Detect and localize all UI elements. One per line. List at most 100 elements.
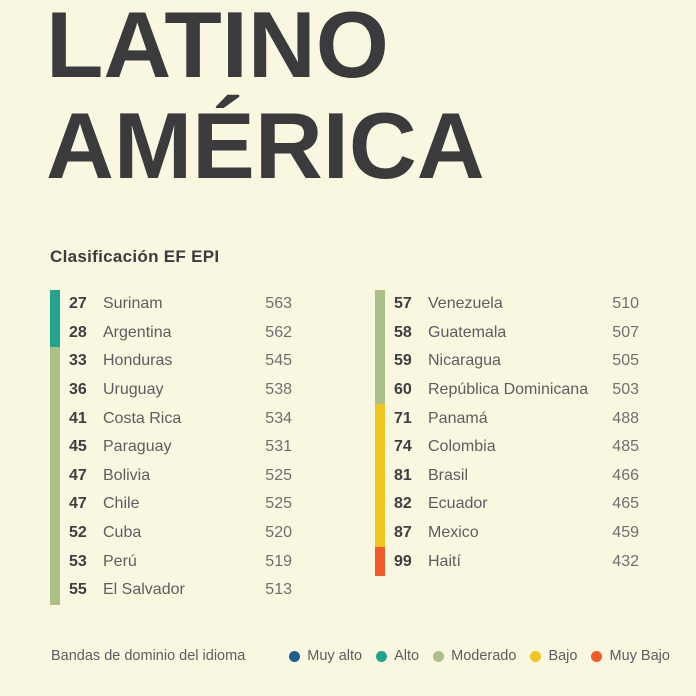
legend-item-label: Muy Bajo <box>609 648 670 664</box>
epi-score: 505 <box>612 352 639 370</box>
epi-score: 432 <box>612 552 639 570</box>
legend-item-muy-alto: Muy alto <box>289 648 362 664</box>
legend-item-label: Alto <box>394 648 420 664</box>
rank-number: 47 <box>69 495 87 513</box>
rank-number: 74 <box>394 438 412 456</box>
rank-number: 36 <box>69 381 87 399</box>
ranking-row: 57 Venezuela 510 <box>385 290 639 319</box>
epi-score: 503 <box>612 381 639 399</box>
epi-score: 531 <box>265 438 292 456</box>
country-name: Paraguay <box>103 438 172 456</box>
country-name: Bolivia <box>103 466 151 484</box>
band-segment-muy-bajo <box>375 547 385 576</box>
rank-number: 47 <box>69 466 87 484</box>
epi-score: 510 <box>612 295 639 313</box>
country-name: Nicaragua <box>428 352 501 370</box>
band-segment-alto <box>50 290 60 348</box>
country-name: Honduras <box>103 352 173 370</box>
legend-dot-icon <box>530 650 542 662</box>
epi-score: 465 <box>612 495 639 513</box>
rank-number: 81 <box>394 466 412 484</box>
ranking-row: 47 Chile 525 <box>60 490 292 519</box>
ranking-row: 53 Perú 519 <box>60 547 292 576</box>
epi-score: 488 <box>612 409 639 427</box>
epi-score: 538 <box>265 381 292 399</box>
epi-score: 459 <box>612 524 639 542</box>
ranking-row: 52 Cuba 520 <box>60 519 292 548</box>
ranking-row: 45 Paraguay 531 <box>60 433 292 462</box>
legend-item-alto: Alto <box>376 648 419 664</box>
country-name: Chile <box>103 495 140 513</box>
band-segment-bajo <box>375 404 385 548</box>
rank-number: 87 <box>394 524 412 542</box>
country-name: Costa Rica <box>103 409 182 427</box>
country-name: Perú <box>103 552 137 570</box>
country-name: Brasil <box>428 466 469 484</box>
page-title: LATINO AMÉRICA <box>46 0 485 196</box>
legend: Bandas de dominio del idioma Muy alto Alt… <box>51 648 670 664</box>
ranking-column-right: 57 Venezuela 510 58 Guatemala 507 59 Nicaragua 5… <box>375 290 639 576</box>
legend-item-label: Bajo <box>548 648 578 664</box>
ranking-row: 60 República Dominicana 503 <box>385 376 639 405</box>
ranking-row: 99 Haití 432 <box>385 547 639 576</box>
country-name: Panamá <box>428 409 488 427</box>
ranking-rows-right: 57 Venezuela 510 58 Guatemala 507 59 Nicaragua 5… <box>385 290 639 576</box>
proficiency-band-bar-right <box>375 290 385 576</box>
rank-number: 52 <box>69 524 87 542</box>
ranking-row: 33 Honduras 545 <box>60 347 292 376</box>
rank-number: 45 <box>69 438 87 456</box>
country-name: República Dominicana <box>428 381 589 399</box>
rank-number: 33 <box>69 352 87 370</box>
ranking-row: 55 El Salvador 513 <box>60 576 292 605</box>
country-name: Mexico <box>428 524 479 542</box>
epi-score: 563 <box>265 295 292 313</box>
epi-score: 525 <box>265 495 292 513</box>
legend-label: Bandas de dominio del idioma <box>51 648 246 664</box>
country-name: Colombia <box>428 438 496 456</box>
rank-number: 57 <box>394 295 412 313</box>
rank-number: 58 <box>394 323 412 341</box>
legend-item-bajo: Bajo <box>530 648 577 664</box>
country-name: Ecuador <box>428 495 488 513</box>
ranking-row: 87 Mexico 459 <box>385 519 639 548</box>
epi-score: 513 <box>265 581 292 599</box>
legend-dot-icon <box>433 650 445 662</box>
rank-number: 53 <box>69 552 87 570</box>
epi-score: 525 <box>265 466 292 484</box>
ranking-row: 82 Ecuador 465 <box>385 490 639 519</box>
epi-score: 520 <box>265 524 292 542</box>
proficiency-band-bar-left <box>50 290 60 605</box>
country-name: El Salvador <box>103 581 185 599</box>
legend-dot-icon <box>591 650 603 662</box>
country-name: Venezuela <box>428 295 503 313</box>
legend-dot-icon <box>376 650 388 662</box>
legend-item-muy-bajo: Muy Bajo <box>591 648 670 664</box>
section-heading: Clasificación EF EPI <box>50 247 220 266</box>
epi-score: 534 <box>265 409 292 427</box>
ranking-row: 71 Panamá 488 <box>385 404 639 433</box>
rank-number: 99 <box>394 552 412 570</box>
page-title-line-1: LATINO <box>46 0 389 97</box>
ranking-row: 36 Uruguay 538 <box>60 376 292 405</box>
country-name: Cuba <box>103 524 142 542</box>
epi-score: 519 <box>265 552 292 570</box>
rank-number: 27 <box>69 295 87 313</box>
ranking-row: 81 Brasil 466 <box>385 462 639 491</box>
ranking-column-left: 27 Surinam 563 28 Argentina 562 33 Honduras 545 3… <box>50 290 292 605</box>
ranking-row: 41 Costa Rica 534 <box>60 404 292 433</box>
rank-number: 82 <box>394 495 412 513</box>
legend-item-moderado: Moderado <box>433 648 516 664</box>
ranking-row: 59 Nicaragua 505 <box>385 347 639 376</box>
ranking-rows-left: 27 Surinam 563 28 Argentina 562 33 Honduras 545 3… <box>60 290 292 605</box>
rank-number: 41 <box>69 409 87 427</box>
ranking-row: 58 Guatemala 507 <box>385 319 639 348</box>
rank-number: 60 <box>394 381 412 399</box>
legend-item-label: Moderado <box>451 648 517 664</box>
legend-dot-icon <box>289 650 301 662</box>
rank-number: 55 <box>69 581 87 599</box>
country-name: Haití <box>428 552 461 570</box>
ranking-row: 28 Argentina 562 <box>60 319 292 348</box>
epi-score: 466 <box>612 466 639 484</box>
ranking-row: 47 Bolivia 525 <box>60 462 292 491</box>
